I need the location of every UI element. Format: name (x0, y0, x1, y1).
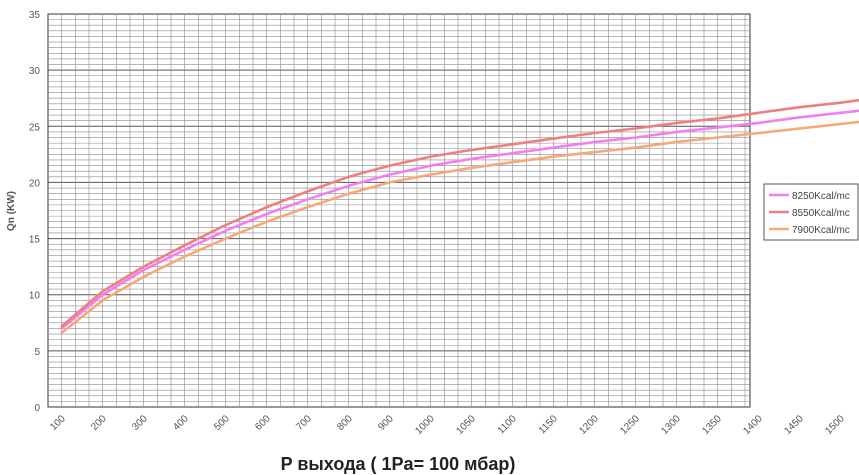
x-tick-label: 600 (253, 413, 273, 433)
x-tick-label: 100 (48, 413, 68, 433)
y-axis-label: Qn (KW) (6, 191, 17, 231)
x-tick-label: 1400 (741, 413, 765, 437)
y-tick-labels: 0 5 10 15 20 25 30 35 (29, 10, 41, 414)
legend-label: 8550Kcal/mc (792, 208, 850, 219)
series-lines (60, 98, 859, 335)
y-tick-label: 20 (29, 178, 41, 189)
x-tick-label: 1250 (618, 413, 642, 437)
y-tick-label: 35 (29, 10, 41, 21)
x-tick-label: 300 (130, 413, 150, 433)
x-tick-label: 1050 (454, 413, 478, 437)
grid (47, 13, 751, 408)
x-tick-label: 1350 (700, 413, 724, 437)
legend-label: 8250Kcal/mc (792, 191, 850, 202)
series-line-1 (60, 98, 859, 328)
x-tick-label: 800 (335, 413, 355, 433)
x-tick-label: 700 (294, 413, 314, 433)
x-tick-label: 1450 (782, 413, 806, 437)
x-axis-label: P выхода ( 1Pa= 100 мбар) (281, 454, 516, 474)
y-tick-label: 15 (29, 235, 41, 246)
legend: 8250Kcal/mc 8550Kcal/mc 7900Kcal/mc (763, 183, 859, 241)
x-tick-label: 200 (89, 413, 109, 433)
x-tick-label: 500 (212, 413, 232, 433)
x-tick-label: 1100 (496, 413, 519, 436)
x-tick-label: 1000 (413, 413, 437, 437)
y-tick-label: 30 (29, 66, 41, 77)
series-line-0 (60, 109, 859, 330)
x-tick-labels: 100 200 300 400 500 600 700 800 900 1000 1050 1100 1… (48, 413, 847, 437)
x-tick-label: 1150 (537, 413, 560, 436)
y-tick-label: 25 (29, 122, 41, 133)
y-tick-label: 10 (29, 291, 41, 302)
x-tick-label: 400 (171, 413, 191, 433)
y-tick-label: 0 (34, 403, 40, 414)
x-tick-label: 1500 (823, 413, 847, 437)
x-tick-label: 900 (376, 413, 396, 433)
series-line-2 (60, 120, 859, 335)
legend-label: 7900Kcal/mc (792, 225, 850, 236)
y-tick-label: 5 (34, 347, 40, 358)
x-tick-label: 1200 (577, 413, 601, 437)
x-tick-label: 1300 (659, 413, 683, 437)
